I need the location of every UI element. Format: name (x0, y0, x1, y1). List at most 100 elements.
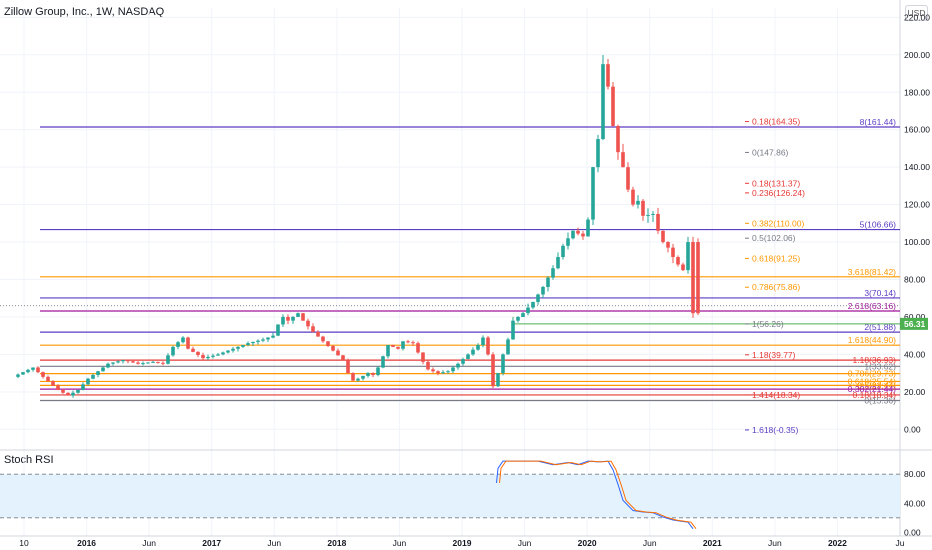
level-label: 0.382(21.44) (848, 384, 896, 394)
price-tick-label: 60.00 (904, 312, 926, 322)
candle-body (386, 345, 390, 357)
candle-body (16, 374, 20, 377)
candle-body (441, 372, 445, 374)
price-tick-label: 120.00 (904, 200, 930, 210)
candle-body (211, 355, 215, 357)
candle-body (121, 360, 125, 362)
rsi-tick-label: 80.00 (904, 469, 926, 479)
price-tick-label: 80.00 (904, 274, 926, 284)
rsi-d-line (499, 460, 697, 530)
candle-body (126, 360, 130, 362)
chart-title: Zillow Group, Inc., 1W, NASDAQ (4, 6, 165, 18)
currency-button[interactable]: USD (905, 5, 928, 21)
candle-body (431, 369, 435, 372)
candle-body (336, 350, 340, 356)
time-tick-label: 2021 (703, 538, 722, 548)
time-tick-label: Jun (643, 538, 657, 548)
indicator-title: Stoch RSI (4, 454, 54, 466)
candle-body (611, 86, 615, 126)
candle-body (416, 343, 420, 353)
candle-body (181, 337, 185, 343)
candle-body (296, 313, 300, 317)
time-tick-label: Jun (393, 538, 407, 548)
candle-body (656, 213, 660, 231)
candle-body (36, 367, 40, 373)
candle-body (636, 200, 640, 205)
candle-body (366, 373, 370, 376)
rsi-band (0, 474, 900, 518)
candle-body (101, 367, 105, 372)
fib-label: 0.618(91.25) (752, 253, 800, 263)
candle-body (116, 361, 120, 363)
candle-body (166, 355, 170, 364)
candle-body (446, 371, 450, 373)
candle-body (326, 341, 330, 346)
candle-body (186, 337, 190, 349)
candle-body (576, 230, 580, 234)
fib-label: 1.618(-0.35) (752, 425, 798, 435)
time-tick-label: 2016 (77, 538, 96, 548)
candle-body (321, 336, 325, 342)
candle-body (406, 341, 410, 343)
candle-body (646, 214, 650, 216)
time-tick-label: 2020 (578, 538, 597, 548)
candle-body (476, 345, 480, 350)
candle-body (341, 355, 345, 360)
price-tick-label: 200.00 (904, 50, 930, 60)
candle-body (561, 245, 565, 258)
time-tick-label: 10 (19, 538, 29, 548)
candle-body (391, 345, 395, 347)
candle-body (281, 316, 285, 325)
candle-body (356, 378, 360, 381)
candle-body (161, 362, 165, 364)
candle-body (691, 242, 695, 314)
candle-body (456, 363, 460, 368)
candle-body (146, 362, 150, 364)
candle-body (486, 337, 490, 355)
candle-body (686, 242, 690, 271)
candle-body (396, 346, 400, 349)
candle-body (221, 352, 225, 355)
candle-body (276, 324, 280, 336)
level-label: 2.618(63.16) (848, 301, 896, 311)
candle-body (171, 346, 175, 356)
candle-body (491, 354, 495, 387)
candle-body (626, 167, 630, 190)
price-tick-label: 140.00 (904, 162, 930, 172)
candle-body (596, 139, 600, 168)
fib-label: 0.18(164.35) (752, 117, 800, 127)
candle-body (31, 367, 35, 370)
fib-label: 0(147.86) (752, 147, 789, 157)
candle-body (661, 230, 665, 243)
candle-body (621, 152, 625, 168)
candle-body (136, 362, 140, 364)
candle-body (261, 339, 265, 341)
candle-body (601, 64, 605, 140)
candle-body (681, 264, 685, 271)
level-label: 0.618(25.54) (848, 376, 896, 386)
level-label: 1(33.62) (864, 361, 896, 371)
candle-body (26, 369, 30, 373)
price-tick-label: 220.00 (904, 12, 930, 22)
price-tick-label: 160.00 (904, 125, 930, 135)
candle-body (216, 354, 220, 356)
candle-body (311, 326, 315, 332)
time-tick-label: 2018 (327, 538, 346, 548)
candle-body (141, 363, 145, 365)
candle-body (651, 213, 655, 215)
candle-body (676, 257, 680, 265)
candle-body (606, 64, 610, 87)
fib-label: 1.414(18.34) (752, 390, 800, 400)
level-label: 1.18(36.93) (853, 355, 897, 365)
level-label: 2(51.88) (864, 322, 896, 332)
fib-label: 0.5(102.06) (752, 233, 796, 243)
candle-body (91, 374, 95, 379)
candle-body (671, 247, 675, 258)
candle-body (201, 355, 205, 359)
candle-body (666, 242, 670, 248)
candle-body (256, 340, 260, 342)
candle-body (46, 376, 50, 382)
candle-body (581, 233, 585, 237)
candle-body (96, 371, 100, 375)
time-tick-label: 2017 (202, 538, 221, 548)
